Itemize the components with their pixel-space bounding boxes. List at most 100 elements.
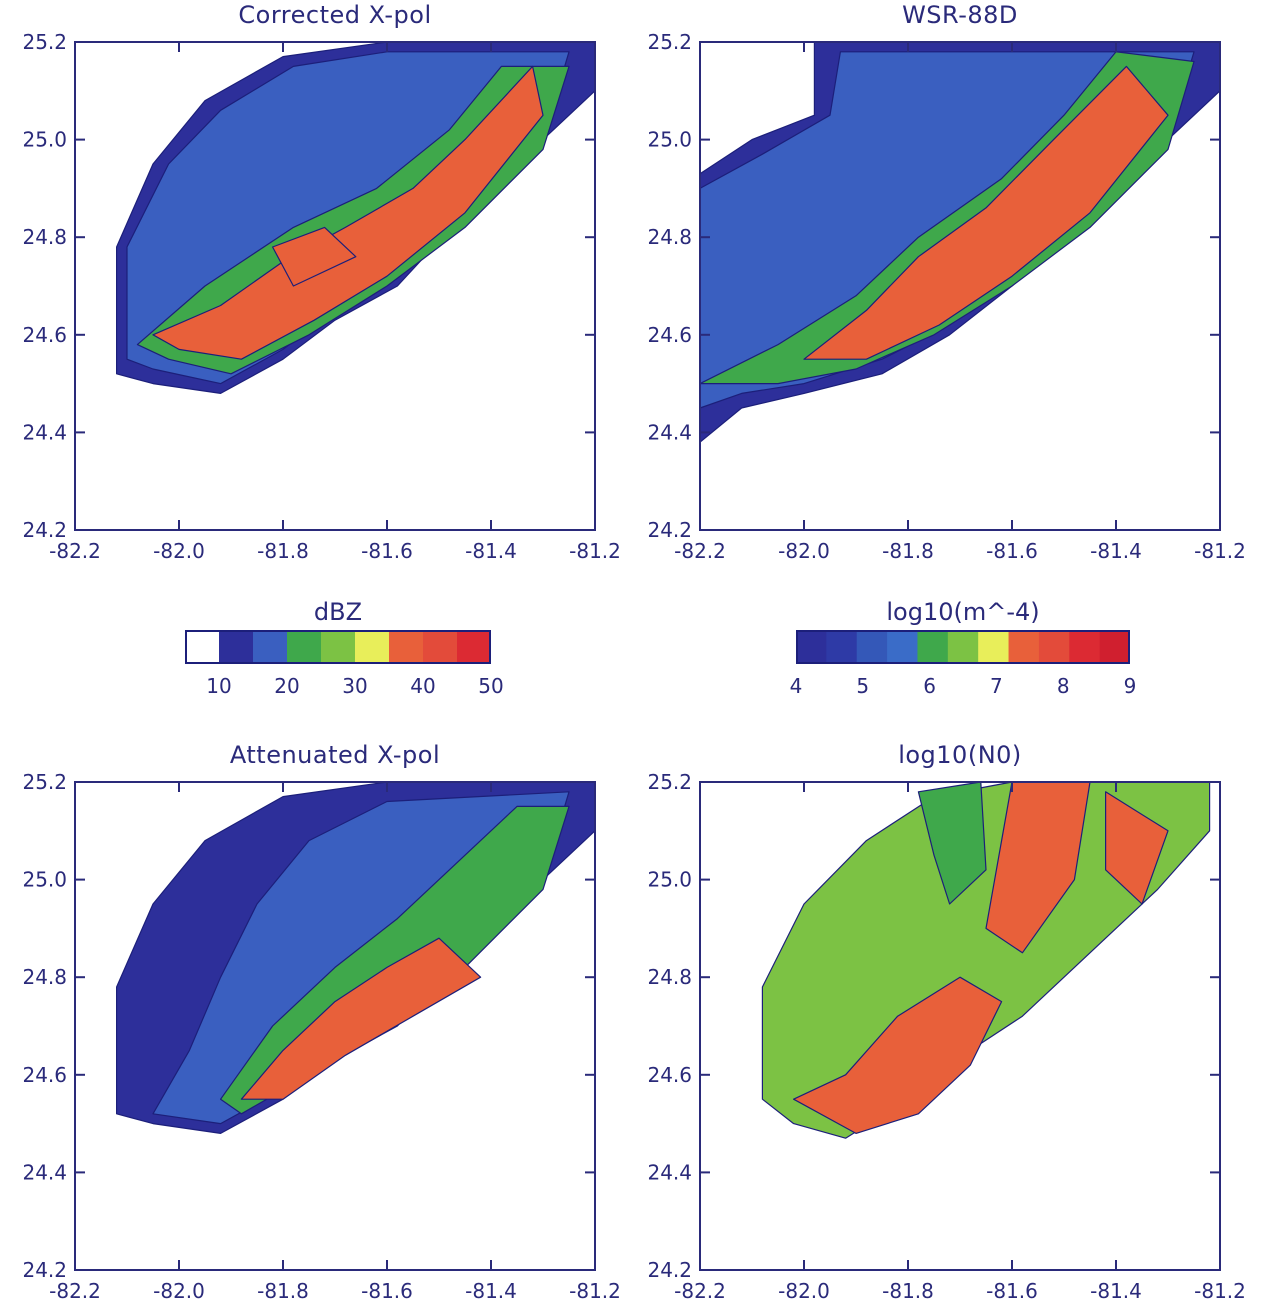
colorbar-tick-label: 50	[478, 674, 504, 698]
colorbar-tick-label: 9	[1123, 674, 1137, 698]
colorbar-swatch	[185, 630, 491, 664]
x-tick-label: -82.0	[778, 1279, 830, 1303]
plot-area: -82.2 -82.0 -81.8 -81.6 -81.4 -81.2 25.2 25.0 24…	[22, 30, 621, 563]
contour-region-1	[793, 976, 1003, 1134]
panel-title: Corrected X-pol	[238, 1, 432, 29]
colorbar-tick-label: 7	[990, 674, 1003, 698]
x-tick-label: -81.8	[257, 1279, 309, 1303]
y-tick-label: 24.4	[647, 420, 692, 444]
field-regions	[115, 781, 596, 1134]
colorbar-frame	[185, 630, 491, 664]
colorbar-bin	[219, 630, 254, 664]
x-tick-label: -82.2	[674, 1279, 726, 1303]
y-tick-label: 25.2	[647, 30, 692, 54]
x-tick-label: -81.8	[882, 539, 934, 563]
field-regions	[115, 41, 596, 394]
x-tick-label: -82.2	[674, 539, 726, 563]
y-tick-label: 25.2	[22, 770, 67, 794]
x-tick-label: -81.2	[1194, 1279, 1246, 1303]
plot-frame	[699, 41, 1221, 531]
colorbar-bin	[1008, 630, 1040, 664]
colorbar-tick-label: 10	[206, 674, 232, 698]
colorbar-bin	[185, 630, 220, 664]
x-tick-label: -81.4	[1090, 1279, 1142, 1303]
x-tick-label: -81.6	[986, 1279, 1038, 1303]
x-tick-label: -81.6	[361, 1279, 413, 1303]
colorbar-bin	[287, 630, 322, 664]
x-tick-label: -81.8	[882, 1279, 934, 1303]
y-tick-label: 24.6	[22, 1063, 67, 1087]
y-tick-label: 24.6	[647, 1063, 692, 1087]
plot-frame	[74, 41, 596, 531]
y-tick-label: 24.4	[22, 1160, 67, 1184]
panel-title: log10(N0)	[898, 741, 1022, 769]
colorbar-bin	[389, 630, 424, 664]
colorbar-tick-label: 6	[923, 674, 936, 698]
y-tick-label: 24.4	[22, 420, 67, 444]
colorbar-title: dBZ	[313, 598, 363, 626]
field-regions	[761, 781, 1211, 1139]
y-tick-label: 25.2	[647, 770, 692, 794]
colorbar-bin	[796, 630, 827, 664]
x-tick-label: -81.4	[1090, 539, 1142, 563]
colorbar-dbz: dBZ 10 20 30 40 50	[185, 598, 504, 708]
x-tick-label: -81.4	[465, 539, 517, 563]
colorbar-bin	[887, 630, 918, 664]
colorbar-tick-label: 8	[1056, 674, 1070, 698]
x-tick-label: -81.2	[569, 1279, 621, 1303]
x-tick-label: -81.6	[361, 539, 413, 563]
y-tick-label: 24.2	[647, 518, 692, 542]
colorbar-bin	[1069, 630, 1101, 664]
y-tick-label: 25.0	[647, 128, 692, 152]
y-tick-label: 24.6	[22, 323, 67, 347]
contour-region-3	[240, 937, 482, 1100]
x-tick-label: -82.2	[49, 1279, 101, 1303]
plot-frame	[74, 781, 596, 1271]
field-regions	[699, 41, 1221, 443]
colorbar-bin	[947, 630, 979, 664]
x-tick-label: -81.6	[986, 539, 1038, 563]
colorbar-bin	[826, 630, 858, 664]
y-tick-label: 24.8	[647, 225, 692, 249]
plot-area: -82.2 -82.0 -81.8 -81.6 -81.4 -81.2 25.2 25.0 24…	[647, 770, 1246, 1303]
x-tick-label: -82.0	[153, 539, 205, 563]
y-tick-label: 25.0	[22, 868, 67, 892]
colorbar-bin	[978, 630, 1010, 664]
x-tick-label: -81.2	[569, 539, 621, 563]
colorbar-bin	[1038, 630, 1070, 664]
colorbar-tick-label: 30	[342, 674, 368, 698]
y-tick-label: 24.6	[647, 323, 692, 347]
panel-title: Attenuated X-pol	[229, 741, 441, 769]
colorbar-swatch	[796, 630, 1130, 664]
y-tick-label: 24.8	[22, 965, 67, 989]
colorbar-tick-label: 40	[410, 674, 436, 698]
y-tick-label: 24.8	[647, 965, 692, 989]
y-tick-label: 25.2	[22, 30, 67, 54]
contour-region-4	[272, 226, 357, 287]
plot-area: -82.2 -82.0 -81.8 -81.6 -81.4 -81.2 25.2 25.0 24…	[22, 770, 621, 1303]
contour-region-3	[1105, 791, 1169, 905]
panel-wsr88d: WSR-88D -82.2 -82.0 -81.8 -81.6 -81.4 -81.2 25…	[625, 0, 1245, 563]
colorbar-tick-label: 20	[274, 674, 300, 698]
y-tick-label: 24.2	[22, 518, 67, 542]
y-tick-label: 25.0	[22, 128, 67, 152]
panel-log10-n0: log10(N0) -82.2 -82.0 -81.8 -81.6 -81.4 -81.2…	[625, 740, 1245, 1303]
panel-corrected-xpol: Corrected X-pol -82.2 -82.0 -81.8 -81.6 -81.…	[0, 0, 620, 563]
plot-area: -82.2 -82.0 -81.8 -81.6 -81.4 -81.2 25.2 25.0 24…	[647, 30, 1245, 563]
panel-attenuated-xpol: Attenuated X-pol -82.2 -82.0 -81.8 -81.6 -81…	[0, 740, 620, 1303]
y-tick-label: 24.4	[647, 1160, 692, 1184]
colorbar-log10: log10(m^-4) 4 5 6 7 8 9	[790, 598, 1137, 708]
plot-frame	[699, 781, 1221, 1271]
colorbar-title: log10(m^-4)	[886, 598, 1040, 626]
x-tick-label: -81.4	[465, 1279, 517, 1303]
colorbar-bin	[856, 630, 888, 664]
colorbar-tick-label: 4	[789, 674, 803, 698]
y-tick-label: 25.0	[647, 868, 692, 892]
colorbar-bin	[321, 630, 356, 664]
x-tick-label: -82.2	[49, 539, 101, 563]
x-tick-label: -82.0	[778, 539, 830, 563]
panel-title: WSR-88D	[902, 1, 1018, 29]
colorbar-tick-label: 5	[856, 674, 870, 698]
colorbar-bin	[355, 630, 390, 664]
contour-region-3	[803, 65, 1169, 360]
